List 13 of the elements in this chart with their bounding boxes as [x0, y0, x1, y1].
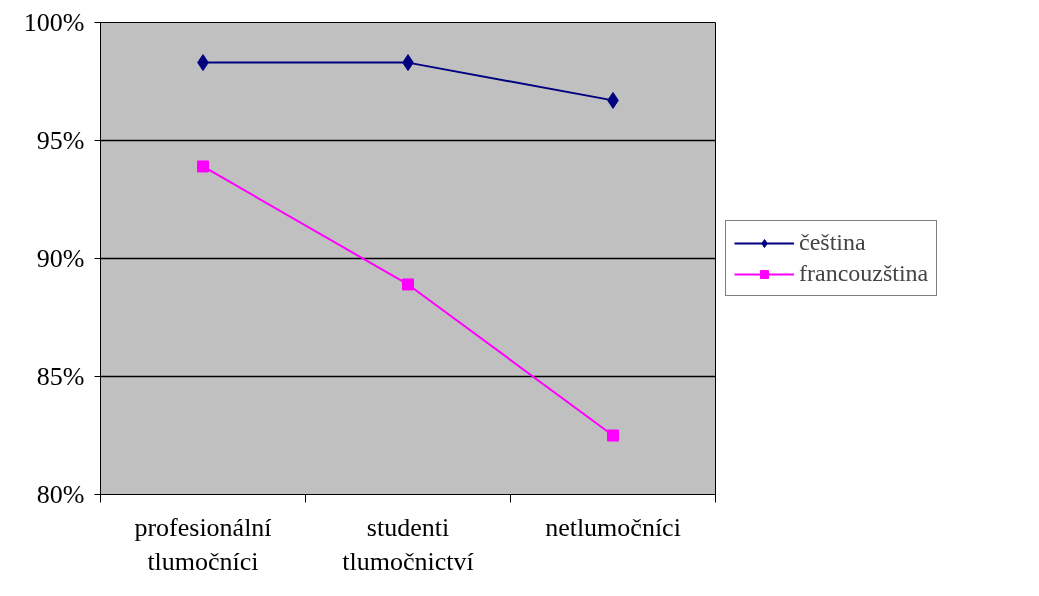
- legend-label: čeština: [799, 229, 866, 256]
- point: [197, 160, 209, 173]
- y-tick-label: 80%: [36, 480, 85, 509]
- y-tick-label: 85%: [36, 362, 85, 391]
- y-tick-label: 95%: [36, 126, 85, 155]
- point: [607, 429, 619, 442]
- y-tick-label: 100%: [23, 8, 85, 37]
- y-tick-label: 90%: [36, 244, 85, 273]
- legend-label: francouzština: [799, 260, 929, 287]
- x-tick-label: netlumočníci: [545, 512, 681, 542]
- point: [402, 278, 414, 291]
- x-tick-label: studenti tlumočnictví: [342, 512, 474, 577]
- x-tick-label: profesionální tlumočníci: [134, 512, 272, 577]
